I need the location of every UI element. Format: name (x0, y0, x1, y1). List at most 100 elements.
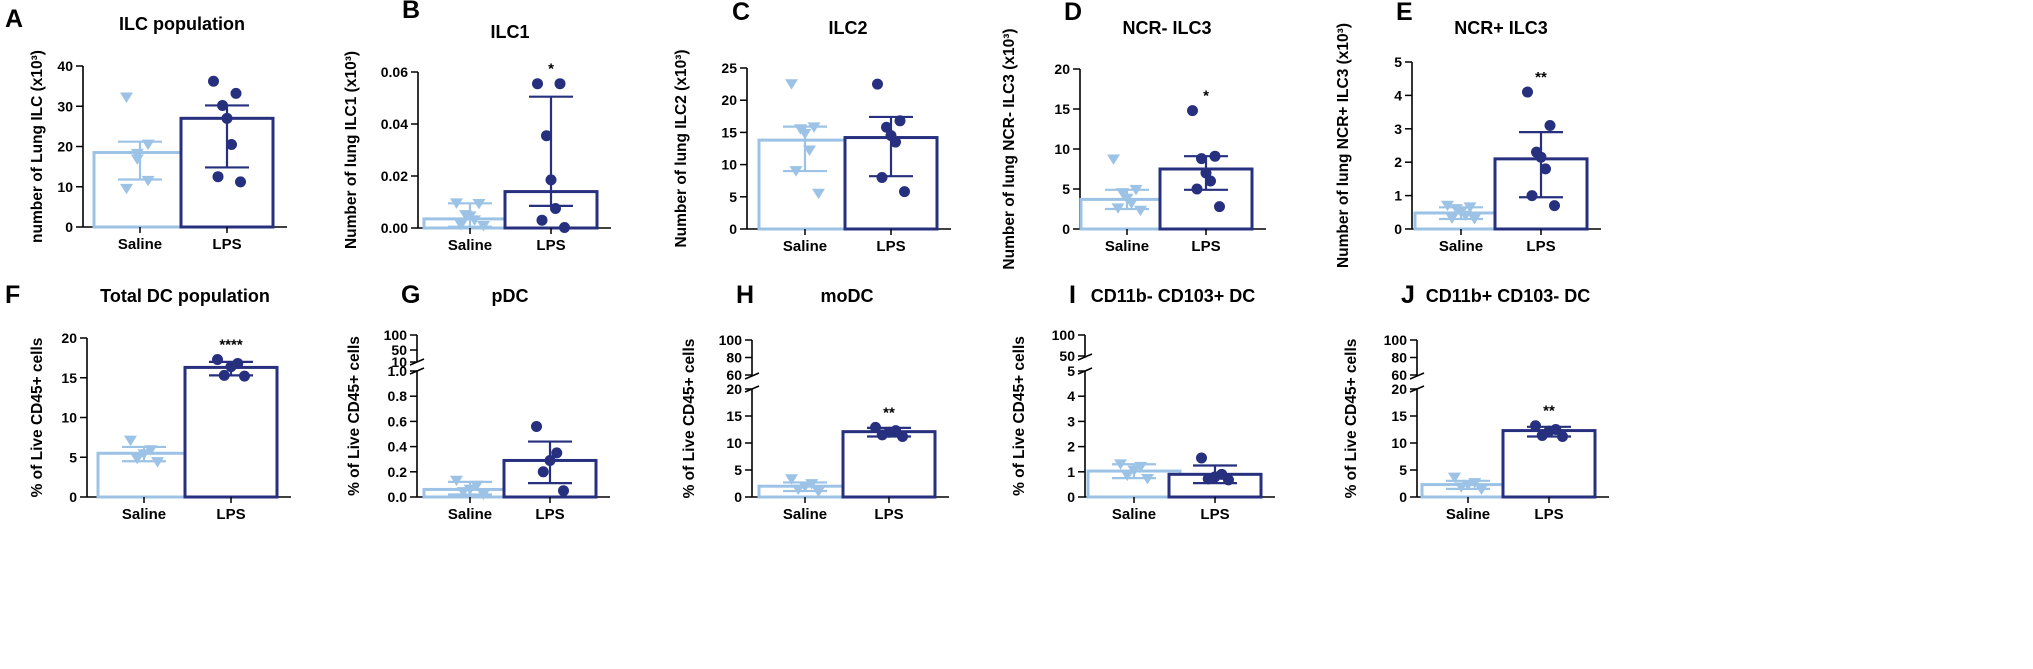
x-category-label: LPS (216, 506, 245, 523)
y-axis-label: % of Live CD45+ cells (29, 338, 46, 498)
data-point-lps (550, 203, 561, 214)
data-point-saline (468, 215, 481, 226)
data-point-saline (470, 480, 484, 492)
data-point-saline (1448, 472, 1461, 484)
data-point-saline (798, 481, 812, 493)
y-tick-label: 5 (729, 189, 737, 205)
y-tick-label-upper: 10 (391, 354, 407, 370)
x-category-label: LPS (874, 506, 903, 523)
data-point-lps (899, 186, 910, 198)
axis-break-mark (1409, 372, 1425, 380)
data-point-saline (456, 487, 470, 498)
panel-letter: B (402, 0, 420, 24)
data-point-lps (1205, 175, 1216, 187)
panel-letter: A (5, 5, 23, 33)
x-category-label: Saline (1446, 506, 1490, 523)
panel-letter: F (5, 281, 20, 309)
data-point-lps (1530, 420, 1541, 432)
data-point-lps (876, 429, 888, 441)
data-point-lps (208, 75, 219, 87)
bar-lps (1158, 167, 1254, 231)
data-point-saline (124, 435, 137, 447)
data-point-saline (1468, 214, 1481, 225)
significance-marker: ** (1543, 403, 1555, 420)
data-point-lps (872, 78, 883, 90)
y-tick-label-upper: 100 (719, 332, 743, 348)
y-tick-label: 0 (1394, 221, 1402, 237)
panel-title: pDC (492, 286, 529, 306)
y-axis-label: % of Live CD45+ cells (1011, 336, 1028, 496)
data-point-lps (1536, 429, 1548, 441)
data-point-saline (1120, 470, 1134, 482)
data-point-lps (1214, 201, 1225, 213)
y-tick-label: 2 (1394, 154, 1402, 170)
data-point-saline (1475, 484, 1488, 495)
bar-lps (1501, 429, 1597, 499)
data-point-lps (230, 87, 242, 99)
panel-letter: E (1396, 0, 1413, 26)
data-point-saline (141, 139, 155, 151)
y-tick-label: 10 (721, 157, 737, 173)
x-category-label: LPS (536, 237, 565, 254)
y-tick-label: 0.2 (388, 464, 408, 480)
x-category-label: Saline (783, 238, 827, 255)
y-tick-label: 30 (57, 98, 73, 114)
data-point-saline (1116, 188, 1129, 199)
data-point-lps (537, 466, 549, 478)
data-point-lps (218, 369, 230, 381)
y-tick-label: 0.4 (388, 439, 408, 455)
y-tick-label: 0 (69, 489, 77, 505)
data-point-lps (212, 353, 223, 365)
x-category-label: LPS (1191, 238, 1220, 255)
data-point-lps (541, 130, 552, 142)
data-point-lps (235, 176, 246, 188)
axis-break-mark (409, 367, 425, 375)
y-tick-label: 10 (726, 435, 742, 451)
panel-title: Total DC population (100, 286, 270, 306)
data-point-saline (151, 457, 164, 468)
panel-I: I CD11b- CD103+ DC % of Live CD45+ cells 0 1… (1011, 281, 1275, 523)
data-point-lps (536, 214, 548, 226)
panel-letter: H (736, 281, 754, 309)
y-tick-label: 1 (1067, 464, 1075, 480)
data-point-lps (531, 420, 542, 432)
x-category-label: LPS (1200, 506, 1229, 523)
data-point-lps (1209, 150, 1221, 162)
significance-marker: * (548, 61, 554, 78)
y-tick-label: 10 (57, 179, 73, 195)
y-axis-label: Number of lung NCR- ILC3 (x10³) (1001, 28, 1018, 269)
y-tick-label: 10 (61, 410, 77, 426)
panel-title: NCR+ ILC3 (1454, 18, 1548, 38)
y-tick-label: 0.06 (381, 64, 408, 80)
data-point-saline (1463, 202, 1477, 213)
data-point-lps (881, 121, 892, 133)
data-point-saline (1107, 154, 1120, 165)
y-tick-label: 15 (721, 124, 737, 140)
data-point-lps (870, 421, 881, 433)
data-point-lps (1522, 86, 1533, 98)
data-point-saline (789, 166, 803, 177)
x-category-label: Saline (118, 236, 162, 253)
data-point-saline (141, 175, 155, 187)
bar-lps (841, 430, 937, 499)
y-tick-label: 15 (726, 408, 742, 424)
axis-break-mark (409, 358, 425, 366)
axis-break-mark (744, 385, 760, 393)
data-point-lps (1200, 167, 1212, 179)
y-tick-label: 40 (57, 58, 73, 74)
y-tick-label: 10 (1054, 141, 1070, 157)
data-point-saline (807, 122, 821, 133)
x-category-label: Saline (448, 506, 492, 523)
y-tick-label: 3 (1067, 413, 1075, 429)
axis-break-mark (744, 372, 760, 380)
panel-title: ILC1 (490, 22, 529, 42)
y-tick-label-upper: 100 (1384, 332, 1408, 348)
panel-letter: J (1401, 281, 1415, 309)
y-tick-label: 1 (1394, 188, 1402, 204)
data-point-saline (798, 128, 812, 140)
data-point-lps (558, 485, 569, 497)
data-point-lps (1196, 452, 1207, 464)
data-point-saline (137, 449, 151, 460)
significance-marker: **** (219, 336, 243, 353)
data-point-saline (477, 221, 490, 232)
